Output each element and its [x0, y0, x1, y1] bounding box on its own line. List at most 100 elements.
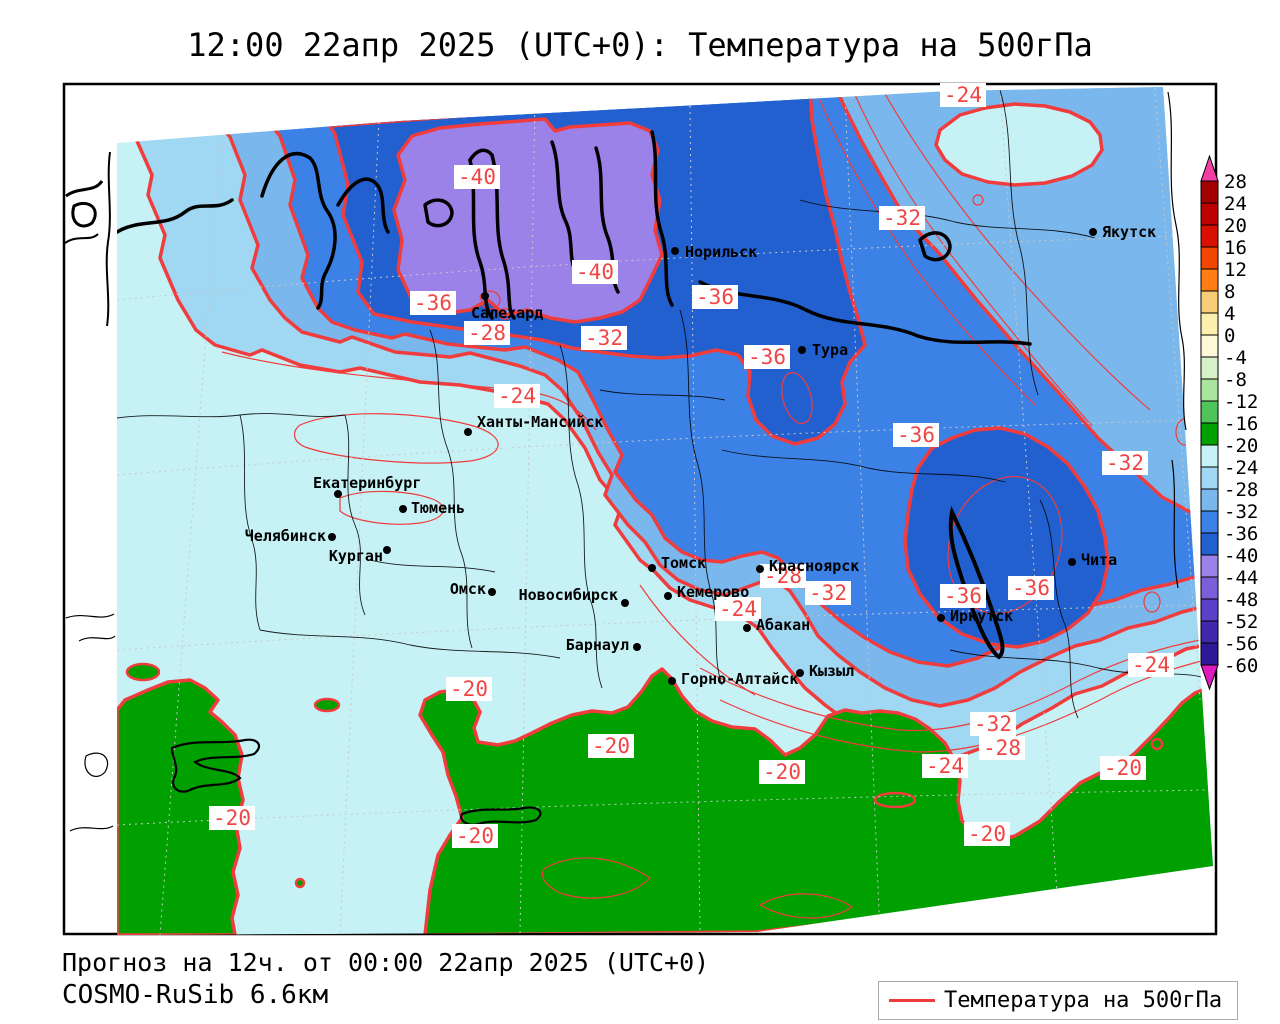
colorbar-tick-label: -56: [1224, 633, 1258, 655]
colorbar-tick-label: -48: [1224, 589, 1258, 611]
colorbar-tick-label: -4: [1224, 347, 1247, 369]
city-label: Норильск: [685, 243, 757, 261]
colorbar-tick-label: 4: [1224, 303, 1235, 325]
colorbar-segment: [1201, 291, 1218, 313]
city-label: Новосибирск: [519, 586, 618, 604]
contour-label: -20: [763, 760, 801, 784]
colorbar-tick-label: -40: [1224, 545, 1258, 567]
city-label: Омск: [450, 580, 486, 598]
colorbar-segment: [1201, 335, 1218, 357]
legend-line-sample: [889, 999, 935, 1002]
colorbar-segment: [1201, 599, 1218, 621]
colorbar-tick-label: -24: [1224, 457, 1258, 479]
city-dot: [671, 247, 679, 255]
colorbar-segment: [1201, 181, 1218, 203]
city-label: Кызыл: [809, 662, 854, 680]
city-dot: [664, 592, 672, 600]
city-dot: [648, 564, 656, 572]
colorbar-tick-label: 16: [1224, 237, 1247, 259]
contour-label: -20: [450, 677, 488, 701]
city-dot: [621, 599, 629, 607]
city-dot: [756, 565, 764, 573]
colorbar-tick-label: 12: [1224, 259, 1247, 281]
city-dot: [1068, 558, 1076, 566]
city-dot: [383, 546, 391, 554]
city-label: Кемерово: [677, 583, 749, 601]
contour-label: -36: [748, 345, 786, 369]
colorbar-tick-label: -36: [1224, 523, 1258, 545]
contour-label: -20: [1104, 756, 1142, 780]
weather-map-page: 12:00 22апр 2025 (UTC+0): Температура на…: [0, 0, 1280, 1024]
colorbar-tick-label: 28: [1224, 171, 1247, 193]
city-label: Тура: [812, 341, 848, 359]
city-label: Екатеринбург: [313, 474, 421, 492]
contour-label: -36: [696, 285, 734, 309]
map-canvas: -40-40-36-36-28-32-36-24-32-24-36-32-28-…: [0, 0, 1280, 1024]
city-label: Иркутск: [950, 607, 1013, 625]
city-dot: [668, 677, 676, 685]
colorbar-segment: [1201, 203, 1218, 225]
colorbar-segment: [1201, 401, 1218, 423]
city-label: Красноярск: [769, 557, 859, 575]
contour-label: -32: [883, 206, 921, 230]
colorbar-segment: [1201, 511, 1218, 533]
contour-label: -24: [944, 83, 982, 107]
city-label: Якутск: [1102, 223, 1156, 241]
region-warm-pocket: [936, 104, 1102, 185]
contour-label: -36: [1012, 576, 1050, 600]
city-label: Тюмень: [411, 499, 465, 517]
colorbar-segment: [1201, 379, 1218, 401]
city-label: Челябинск: [245, 527, 326, 545]
colorbar-tick-label: -44: [1224, 567, 1258, 589]
city-label: Абакан: [756, 616, 810, 634]
city-label: Чита: [1081, 551, 1117, 569]
city-dot: [488, 588, 496, 596]
colorbar-tick-label: -12: [1224, 391, 1258, 413]
colorbar-tick-label: -20: [1224, 435, 1258, 457]
colorbar-tick-label: -28: [1224, 479, 1258, 501]
contour-label: -20: [592, 734, 630, 758]
colorbar-tick-label: -16: [1224, 413, 1258, 435]
legend-label: Температура на 500гПа: [944, 988, 1222, 1013]
colorbar-tick-label: 0: [1224, 325, 1235, 347]
city-dot: [464, 428, 472, 436]
colorbar-tick-label: 24: [1224, 193, 1247, 215]
contour-label: -32: [974, 712, 1012, 736]
city-label: Горно-Алтайск: [681, 670, 798, 688]
colorbar-tick-label: -32: [1224, 501, 1258, 523]
colorbar-segment: [1201, 577, 1218, 599]
city-dot: [481, 292, 489, 300]
city-dot: [937, 614, 945, 622]
city-dot: [796, 669, 804, 677]
city-dot: [633, 643, 641, 651]
city-label: Ханты-Мансийск: [477, 413, 603, 431]
colorbar-segment: [1201, 643, 1218, 665]
colorbar-segment: [1201, 357, 1218, 379]
city-label: Томск: [661, 554, 706, 572]
model-caption: COSMO-RuSib 6.6км: [62, 978, 709, 1012]
colorbar-tick-label: -52: [1224, 611, 1258, 633]
colorbar-segment: [1201, 533, 1218, 555]
colorbar: 2824201612840-4-8-12-16-20-24-28-32-36-4…: [1201, 156, 1258, 689]
contour-label: -36: [944, 584, 982, 608]
map-fill-layers: [117, 45, 1215, 935]
legend: Температура на 500гПа: [878, 981, 1238, 1020]
contour-label: -36: [897, 423, 935, 447]
contour-label: -24: [498, 384, 536, 408]
contour-label: -32: [809, 581, 847, 605]
colorbar-segment: [1201, 247, 1218, 269]
city-label: Курган: [329, 547, 383, 565]
city-dot: [798, 346, 806, 354]
colorbar-segment: [1201, 313, 1218, 335]
city-dot: [743, 624, 751, 632]
colorbar-segment: [1201, 225, 1218, 247]
colorbar-segment: [1201, 269, 1218, 291]
colorbar-tick-label: -60: [1224, 655, 1258, 677]
contour-label: -24: [1132, 653, 1170, 677]
contour-label: -20: [456, 824, 494, 848]
contour-label: -40: [576, 260, 614, 284]
contour-label: -40: [458, 165, 496, 189]
contour-label: -28: [468, 321, 506, 345]
colorbar-tick-label: 20: [1224, 215, 1247, 237]
colorbar-segment: [1201, 445, 1218, 467]
